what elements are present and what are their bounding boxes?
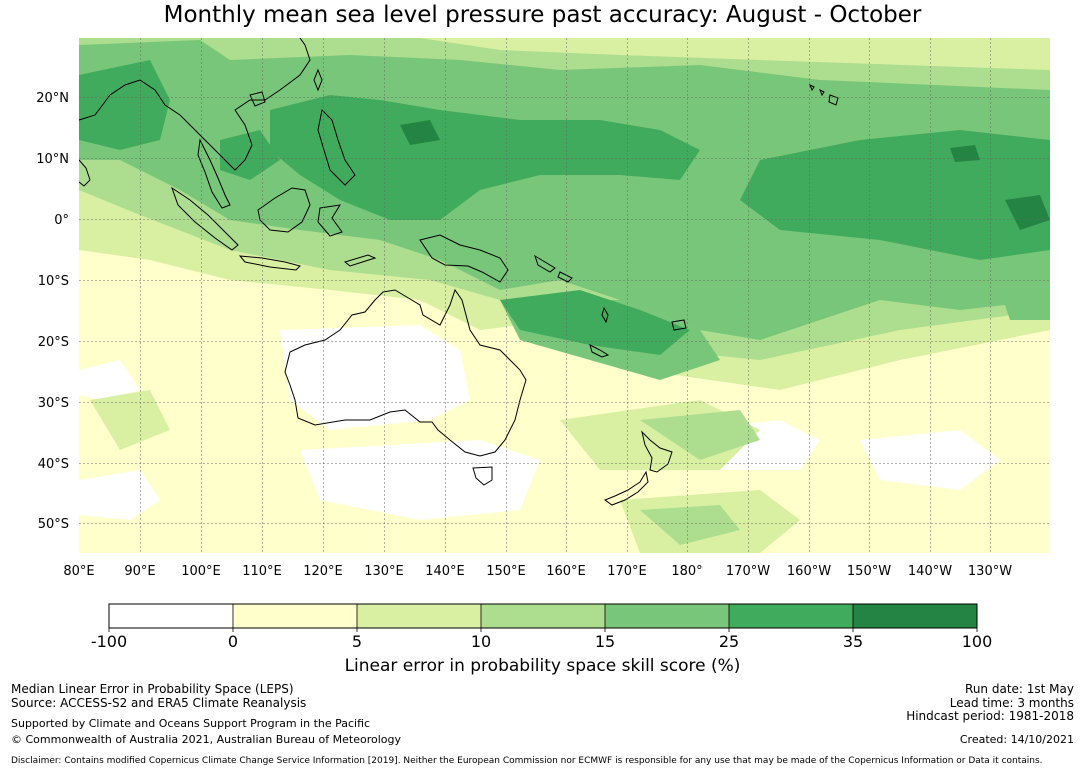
mainland-asia-coast (79, 38, 311, 171)
vanuatu-coast (601, 306, 609, 324)
lon-label: 140°E (425, 564, 465, 579)
lat-label: 50°S (38, 517, 69, 532)
colorbar-tick: 15 (595, 632, 615, 651)
lon-label: 120°E (303, 564, 343, 579)
lon-label: 130°E (364, 564, 404, 579)
lon-label: 180° (671, 564, 702, 579)
lon-label: 170°W (726, 564, 770, 579)
colorbar-tick: 10 (471, 632, 491, 651)
new-caledonia-coast (589, 344, 610, 358)
lon-label: 100°E (181, 564, 221, 579)
lon-label: 140°W (908, 564, 952, 579)
colorbar-tick: 35 (843, 632, 863, 651)
copyright-label: © Commonwealth of Australia 2021, Austra… (11, 733, 401, 746)
colorbar-segment (853, 604, 977, 628)
lat-label: 40°S (38, 457, 69, 472)
colorbar-segment (605, 604, 729, 628)
hindcast-label: Hindcast period: 1981-2018 (906, 709, 1074, 723)
tasmania-coast (472, 466, 493, 486)
sulawesi-coast (317, 204, 343, 237)
lat-label: 20°N (36, 91, 69, 106)
run-date-label: Run date: 1st May (965, 682, 1074, 696)
new-zealand-south-coast (603, 470, 649, 506)
australia-coast (284, 288, 527, 457)
lat-label: 30°S (38, 396, 69, 411)
timor-coast (343, 254, 377, 267)
disclaimer: Disclaimer: Contains modified Copernicus… (11, 756, 1043, 766)
colorbar: -100 0 5 10 15 25 35 100 (91, 603, 993, 651)
skill-25-35-regions (79, 60, 1050, 355)
created-label: Created: 14/10/2021 (959, 733, 1074, 746)
metric-label: Median Linear Error in Probability Space… (11, 682, 294, 696)
colorbar-tick: -100 (91, 632, 127, 651)
colorbar-tick: 25 (719, 632, 739, 651)
lon-label: 130°W (968, 564, 1012, 579)
lon-label: 150°E (486, 564, 526, 579)
colorbar-tick: 0 (228, 632, 238, 651)
skill-35-100-regions (400, 120, 1050, 230)
new-guinea-coast (419, 234, 509, 283)
page-title: Monthly mean sea level pressure past acc… (163, 2, 922, 28)
new-zealand-north-coast (641, 430, 673, 473)
lon-label: 160°E (546, 564, 586, 579)
skill-map: 20°N 10°N 0° 10°S 20°S 30°S 40°S 50°S 80… (36, 38, 1050, 651)
lead-time-label: Lead time: 3 months (949, 696, 1074, 710)
colorbar-segment (481, 604, 605, 628)
colorbar-tick: 5 (352, 632, 362, 651)
colorbar-title: Linear error in probability space skill … (344, 656, 741, 676)
colorbar-segment (233, 604, 357, 628)
colorbar-segment (729, 604, 853, 628)
java-coast (238, 255, 301, 271)
lat-label: 20°S (38, 335, 69, 350)
borneo-coast (257, 187, 311, 233)
colorbar-tick: 100 (962, 632, 993, 651)
sumatra-coast (171, 186, 239, 251)
philippines-coast (317, 108, 356, 186)
lat-label: 10°S (38, 274, 69, 289)
india-coast (79, 159, 91, 187)
support-label: Supported by Climate and Oceans Support … (11, 717, 371, 730)
lon-label: 150°W (847, 564, 891, 579)
lat-label: 10°N (36, 152, 69, 167)
hainan-coast (249, 91, 266, 107)
colorbar-segment (109, 604, 233, 628)
gridlines (79, 38, 1050, 553)
lon-label: 80°E (63, 564, 94, 579)
taiwan-coast (313, 68, 323, 92)
hawaii-coast (828, 94, 839, 106)
lat-label: 0° (54, 213, 69, 228)
longitude-labels: 80°E 90°E 100°E 110°E 120°E 130°E 140°E … (63, 564, 1012, 579)
latitude-labels: 20°N 10°N 0° 10°S 20°S 30°S 40°S 50°S (36, 91, 69, 532)
colorbar-segment (357, 604, 481, 628)
lon-label: 90°E (124, 564, 155, 579)
lon-label: 170°E (607, 564, 647, 579)
coastlines (79, 38, 839, 506)
source-label: Source: ACCESS-S2 and ERA5 Climate Reana… (11, 696, 307, 710)
lon-label: 160°W (787, 564, 831, 579)
lon-label: 110°E (242, 564, 282, 579)
solomon-islands-coast (534, 254, 556, 273)
fiji-coast (671, 319, 687, 331)
